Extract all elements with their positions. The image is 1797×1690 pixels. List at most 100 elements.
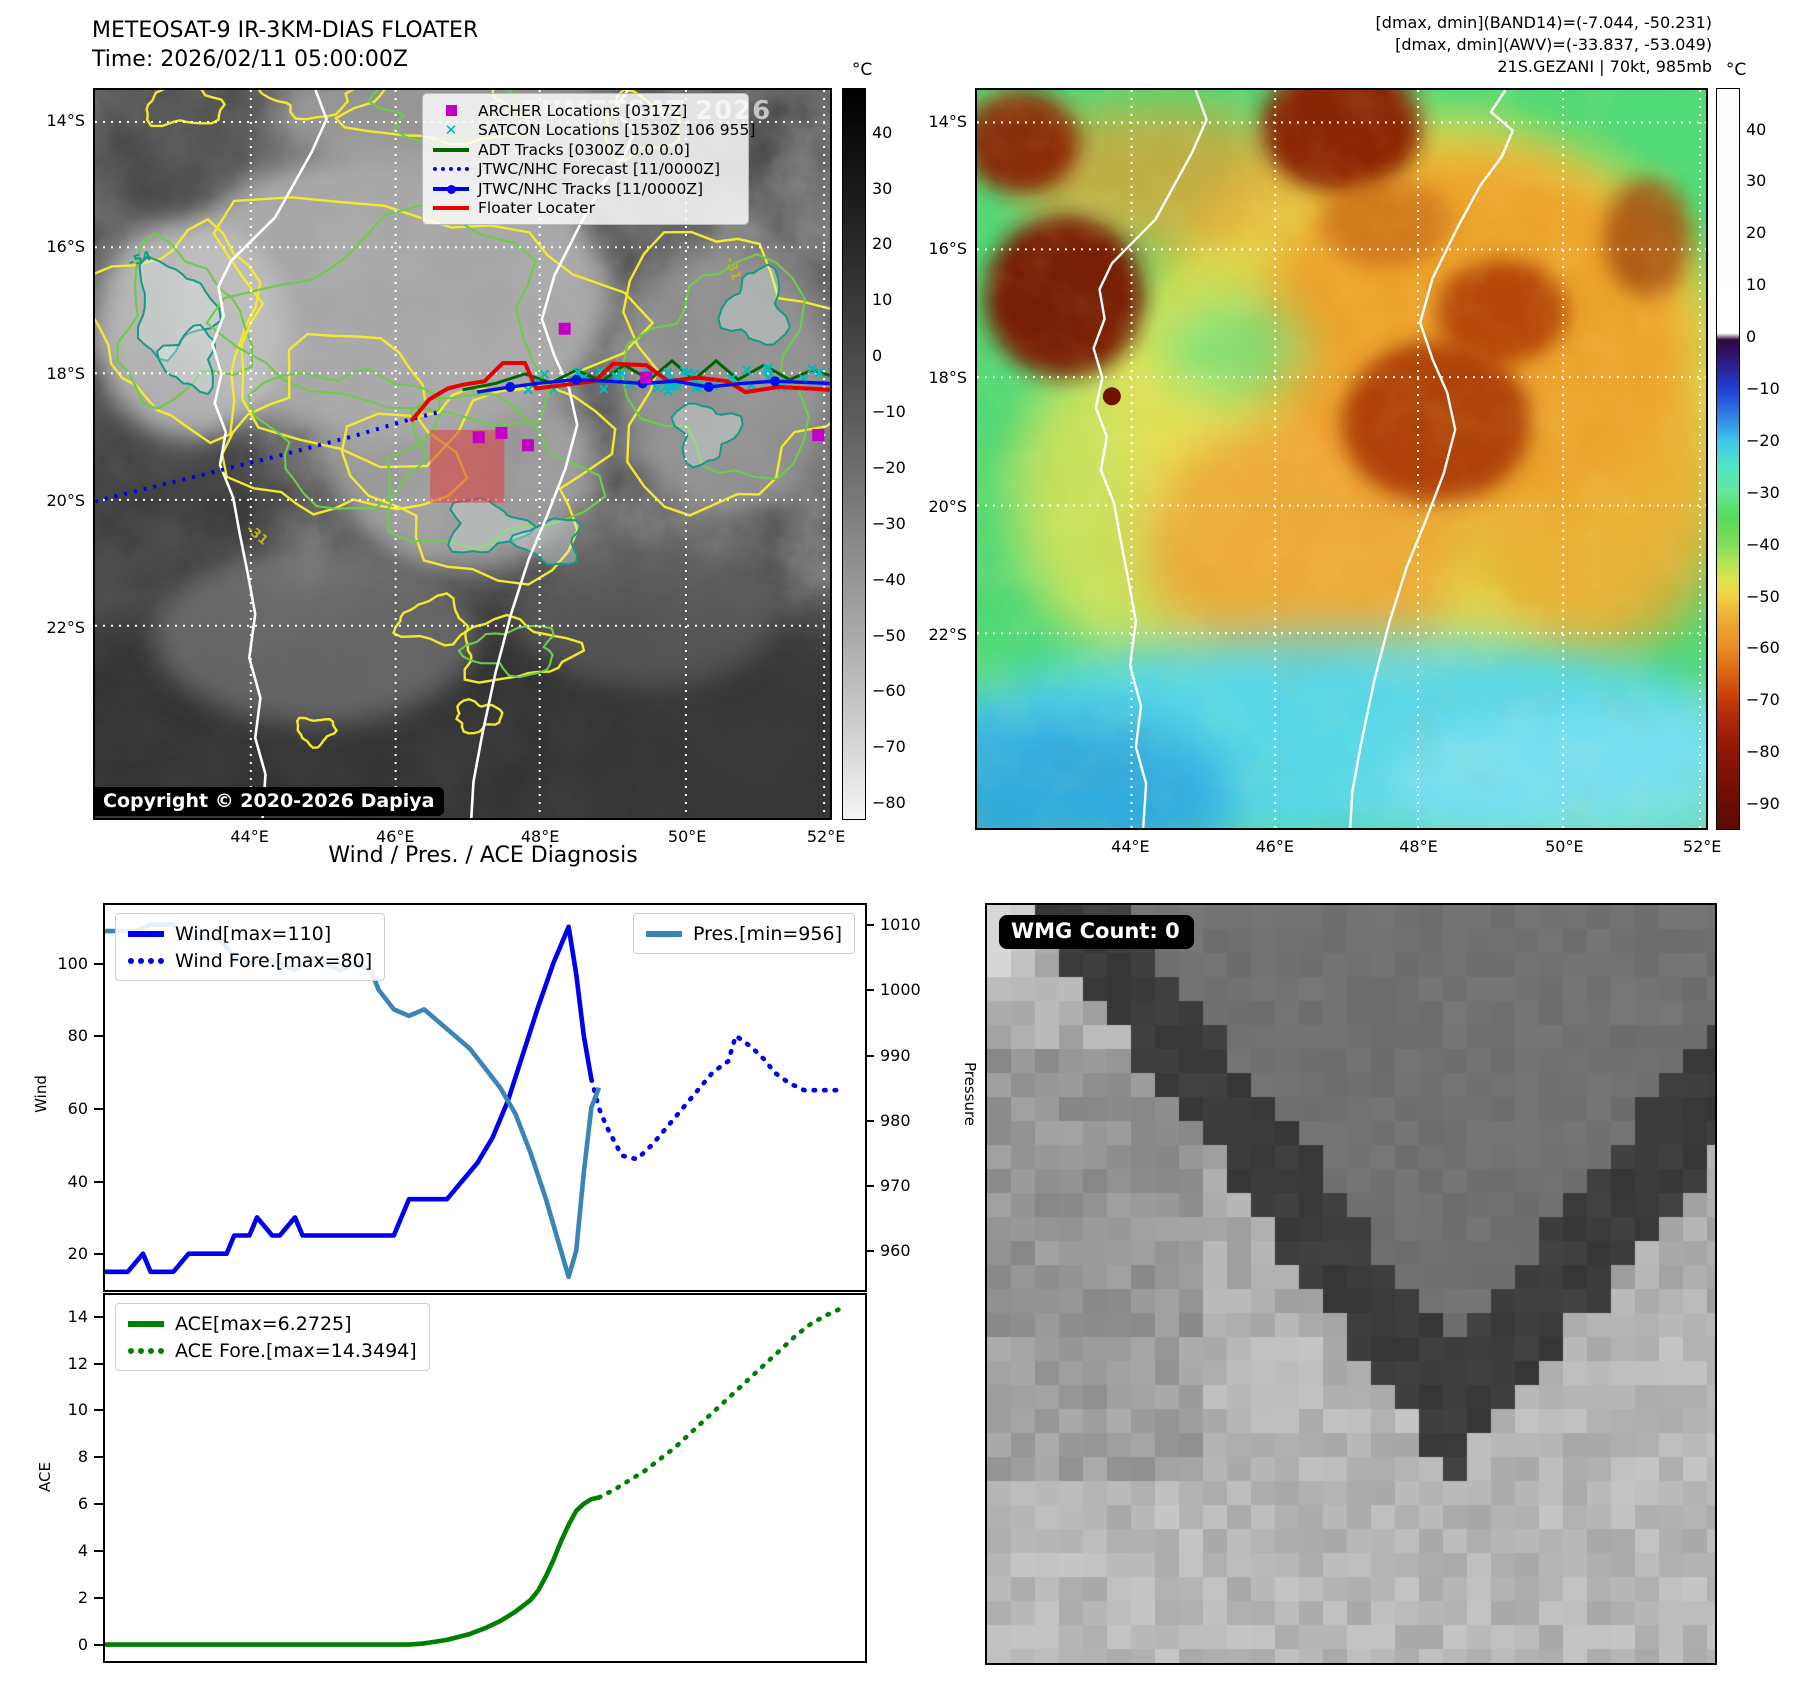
left-map-x-tick: 50°E [667, 827, 707, 846]
contour-label: -31 [722, 255, 744, 282]
cloud-contour-green [116, 231, 254, 410]
y2-tick-mark [865, 924, 874, 927]
legend-item-floater: Floater Locater [433, 199, 738, 219]
y-tick-mark [94, 1180, 103, 1183]
chart-y2-tick: 970 [880, 1176, 911, 1196]
enhanced-ir-colorbar [1716, 88, 1740, 830]
archer-marker [640, 371, 653, 384]
archer-marker [472, 431, 485, 444]
right-colorbar-tick: −30 [1746, 482, 1780, 502]
enhanced-ir-map [975, 88, 1708, 830]
africa-coastline [211, 90, 328, 818]
cloud-contour-teal [156, 323, 217, 396]
y-tick-mark [94, 1597, 103, 1600]
right-map-header: [dmax, dmin](BAND14)=(-7.044, -50.231) [… [1376, 12, 1712, 78]
right-colorbar-tick: 30 [1746, 171, 1767, 191]
wmg-count-badge: WMG Count: 0 [999, 915, 1194, 949]
satcon-x-marker [617, 368, 627, 379]
archer-marker [521, 439, 534, 452]
cloud-contour-green [457, 624, 555, 679]
cloud-contour-yellow [463, 613, 586, 684]
legend-item-jtwc-tracks: JTWC/NHC Tracks [11/0000Z] [433, 179, 738, 199]
ir-grayscale-colorbar [842, 88, 866, 820]
left-map-x-tick: 48°E [520, 827, 560, 846]
satcon-x-marker [663, 386, 674, 397]
satcon-x-marker [652, 383, 663, 393]
ace-axis-label: ACE [35, 1462, 54, 1492]
satcon-x-icon: ✕ [444, 120, 458, 139]
chart-y-tick: 8 [77, 1447, 88, 1467]
left-colorbar-tick: −10 [872, 402, 906, 422]
archer-square-icon [433, 104, 469, 118]
right-map-y-tick: 16°S [928, 239, 967, 259]
y2-tick-mark [865, 989, 874, 992]
cloud-contour-yellow [145, 90, 227, 128]
right-colorbar-tick: −90 [1746, 794, 1780, 814]
y-tick-mark [94, 1107, 103, 1110]
left-colorbar-tick: −20 [872, 457, 906, 477]
enhanced-ir-image [977, 90, 1706, 828]
pressure-axis-label: Pressure [961, 1061, 980, 1127]
chart-y2-tick: 1000 [880, 980, 921, 1000]
storm-id-text: 21S.GEZANI | 70kt, 985mb [1497, 57, 1712, 76]
right-map-y-tick: 22°S [928, 625, 967, 645]
y-tick-mark [94, 1503, 103, 1506]
cloud-contour-green [386, 393, 607, 551]
left-colorbar-tick: −30 [872, 513, 906, 533]
chart-y-tick: 20 [67, 1244, 88, 1264]
cloud-contour-teal [670, 402, 744, 469]
floater-line-icon [433, 201, 469, 215]
cloud-contour-green [247, 367, 442, 510]
satcon-x-marker [611, 371, 622, 382]
y2-tick-mark [865, 1185, 874, 1188]
chart-y2-tick: 960 [880, 1241, 911, 1261]
left-map-time: Time: 2026/02/11 05:00:00Z [92, 47, 408, 72]
africa-coastline [1092, 90, 1208, 828]
right-colorbar-tick: −80 [1746, 742, 1780, 762]
right-map-x-tick: 50°E [1545, 837, 1584, 856]
right-colorbar-tick: 20 [1746, 223, 1767, 243]
y2-tick-mark [865, 1250, 874, 1253]
ace-legend: ACE[max=6.2725] ACE Fore.[max=14.3494] [115, 1303, 430, 1371]
chart-y-tick: 80 [67, 1026, 88, 1046]
cloud-contour-green [205, 203, 551, 427]
jtwc-track-point [769, 376, 780, 387]
right-colorbar-tick: 10 [1746, 275, 1767, 295]
right-colorbar-tick: −40 [1746, 534, 1780, 554]
legend-item-jtwc-forecast: JTWC/NHC Forecast [11/0000Z] [433, 160, 738, 180]
adt-track [462, 358, 830, 392]
chart-y-tick: 40 [67, 1171, 88, 1191]
chart-y2-tick: 990 [880, 1045, 911, 1065]
right-map-x-tick: 48°E [1399, 837, 1438, 856]
chart-y2-tick: 980 [880, 1110, 911, 1130]
y-tick-mark [94, 1409, 103, 1412]
chart-y-tick: 2 [77, 1588, 88, 1608]
dmax-band14-text: [dmax, dmin](BAND14)=(-7.044, -50.231) [1375, 13, 1712, 32]
right-colorbar-tick: −10 [1746, 378, 1780, 398]
left-map-x-tick: 52°E [806, 827, 846, 846]
right-colorbar-tick: 40 [1746, 119, 1767, 139]
cloud-contour-yellow [392, 592, 470, 647]
madagascar-coastline [1349, 90, 1514, 828]
legend-item-adt: ADT Tracks [0300Z 0.0 0.0] [433, 140, 738, 160]
chart-y-tick: 12 [67, 1353, 88, 1373]
left-map-y-tick: 16°S [46, 237, 85, 257]
satcon-x-marker [573, 367, 583, 377]
diagnosis-title: Wind / Pres. / ACE Diagnosis [328, 843, 638, 868]
floater-region-box [430, 429, 505, 503]
jtwc-track-point [505, 382, 516, 393]
wmg-zoom-panel: WMG Count: 0 [985, 903, 1717, 1665]
left-colorbar-tick: −70 [872, 737, 906, 757]
left-map-title: METEOSAT-9 IR-3KM-DIAS FLOATER [92, 18, 479, 43]
y-tick-mark [94, 1644, 103, 1647]
wind-line-icon [126, 927, 166, 941]
right-colorbar-tick: −20 [1746, 430, 1780, 450]
chart-y-tick: 4 [77, 1541, 88, 1561]
right-map-y-tick: 18°S [928, 367, 967, 387]
left-map-x-tick: 44°E [230, 827, 269, 846]
adt-line-icon [433, 143, 469, 157]
legend-item-archer: ARCHER Locations [0317Z] [433, 101, 738, 121]
satcon-x-marker [763, 363, 773, 373]
chart-y-tick: 14 [67, 1306, 88, 1326]
